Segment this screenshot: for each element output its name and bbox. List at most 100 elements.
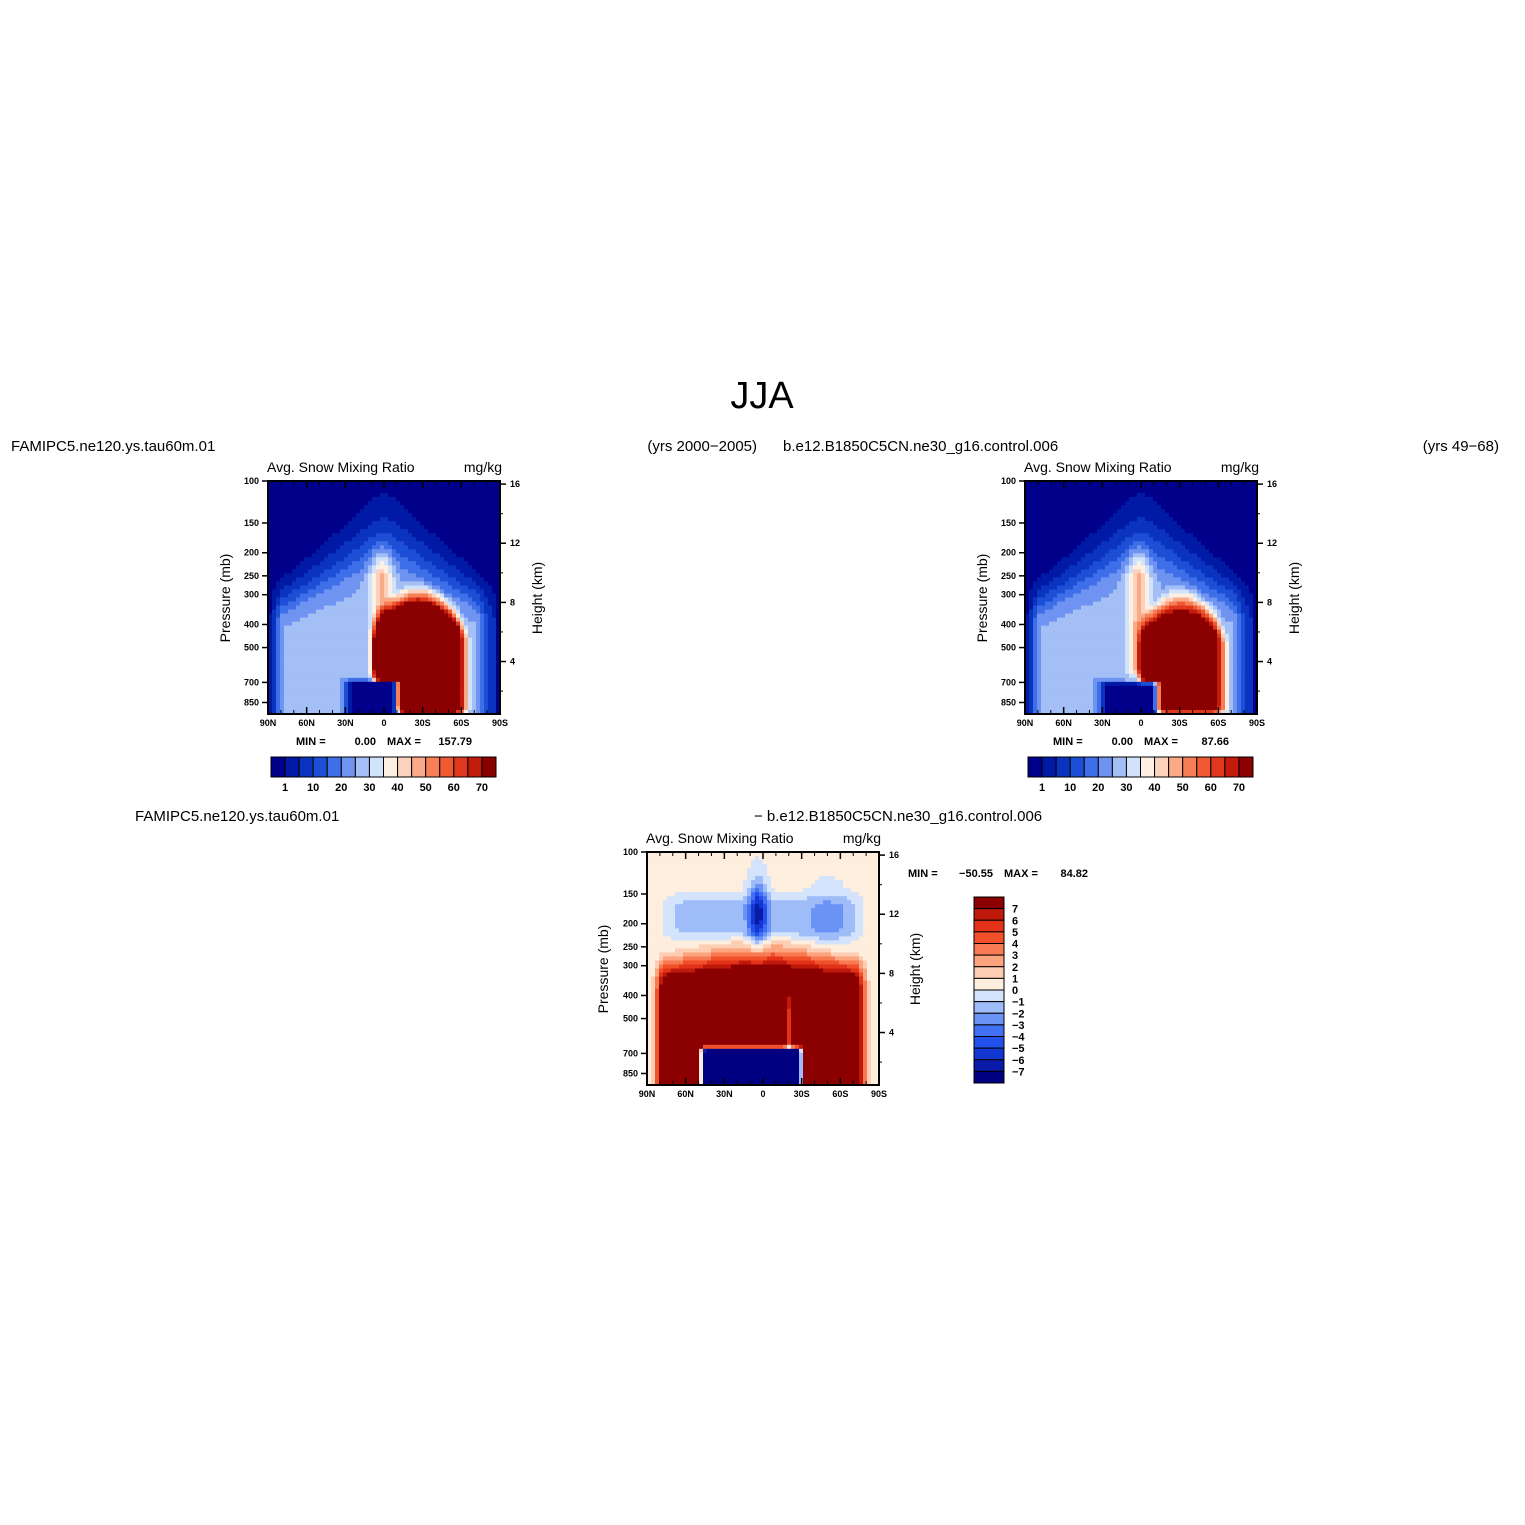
field-cell bbox=[348, 489, 353, 494]
field-cell bbox=[320, 705, 325, 711]
field-cell bbox=[364, 665, 369, 671]
field-cell bbox=[392, 525, 397, 530]
field-cell bbox=[428, 689, 433, 695]
field-cell bbox=[328, 561, 333, 566]
field-cell bbox=[312, 553, 317, 558]
field-cell bbox=[280, 637, 285, 643]
field-cell bbox=[388, 621, 393, 627]
field-cell bbox=[1153, 581, 1158, 587]
field-cell bbox=[412, 513, 417, 518]
field-cell bbox=[484, 629, 489, 635]
field-cell bbox=[1065, 509, 1070, 514]
field-cell bbox=[384, 581, 389, 587]
field-cell bbox=[1077, 493, 1082, 498]
field-cell bbox=[1029, 493, 1034, 498]
field-cell bbox=[356, 641, 361, 647]
field-cell bbox=[320, 693, 325, 699]
field-cell bbox=[1057, 573, 1062, 579]
field-cell bbox=[1185, 513, 1190, 518]
field-cell bbox=[1133, 577, 1138, 583]
field-cell bbox=[1041, 565, 1046, 570]
field-cell bbox=[1209, 493, 1214, 498]
field-cell bbox=[1229, 569, 1234, 574]
field-cell bbox=[312, 525, 317, 530]
field-cell bbox=[1229, 533, 1234, 538]
field-cell bbox=[1129, 509, 1134, 514]
field-cell bbox=[420, 521, 425, 526]
field-cell bbox=[384, 521, 389, 526]
field-cell bbox=[300, 497, 305, 502]
field-cell bbox=[444, 565, 449, 570]
field-cell bbox=[380, 617, 385, 623]
field-cell bbox=[1225, 537, 1230, 542]
field-cell bbox=[304, 669, 309, 675]
field-cell bbox=[364, 485, 369, 490]
field-cell bbox=[428, 509, 433, 514]
field-cell bbox=[492, 485, 497, 490]
field-cell bbox=[1113, 517, 1118, 522]
field-cell bbox=[1201, 541, 1206, 546]
field-cell bbox=[304, 697, 309, 703]
field-cell bbox=[356, 601, 361, 607]
field-cell bbox=[296, 605, 301, 611]
field-cell bbox=[476, 609, 481, 615]
field-cell bbox=[1081, 481, 1086, 486]
field-cell bbox=[1081, 521, 1086, 526]
field-cell bbox=[452, 629, 457, 635]
field-cell bbox=[380, 501, 385, 506]
field-cell bbox=[1133, 509, 1138, 514]
field-cell bbox=[420, 533, 425, 538]
field-cell bbox=[280, 489, 285, 494]
field-cell bbox=[432, 509, 437, 514]
field-cell bbox=[492, 521, 497, 526]
field-cell bbox=[312, 581, 317, 587]
field-cell bbox=[1081, 501, 1086, 506]
field-cell bbox=[460, 701, 465, 707]
field-cell bbox=[428, 545, 433, 550]
field-cell bbox=[288, 621, 293, 627]
field-cell bbox=[440, 517, 445, 522]
field-cell bbox=[300, 621, 305, 627]
field-cell bbox=[412, 533, 417, 538]
field-cell bbox=[356, 637, 361, 643]
field-cell bbox=[392, 553, 397, 558]
field-cell bbox=[452, 493, 457, 498]
field-cell bbox=[376, 597, 381, 603]
field-cell bbox=[1189, 485, 1194, 490]
field-cell bbox=[444, 613, 449, 619]
field-cell bbox=[464, 501, 469, 506]
field-cell bbox=[376, 621, 381, 627]
field-cell bbox=[484, 545, 489, 550]
field-cell bbox=[368, 505, 373, 510]
field-cell bbox=[1197, 497, 1202, 502]
field-cell bbox=[344, 657, 349, 663]
field-cell bbox=[1101, 529, 1106, 534]
field-cell bbox=[272, 601, 277, 607]
field-cell bbox=[404, 569, 409, 574]
field-cell bbox=[288, 689, 293, 695]
field-cell bbox=[492, 585, 497, 591]
field-cell bbox=[292, 633, 297, 639]
field-cell bbox=[320, 645, 325, 651]
field-cell bbox=[368, 565, 373, 570]
field-cell bbox=[492, 605, 497, 611]
field-cell bbox=[424, 557, 429, 562]
field-cell bbox=[360, 497, 365, 502]
field-cell bbox=[388, 577, 393, 583]
field-cell bbox=[1173, 517, 1178, 522]
field-cell bbox=[280, 653, 285, 659]
field-cell bbox=[340, 685, 345, 691]
field-cell bbox=[276, 669, 281, 675]
field-cell bbox=[392, 521, 397, 526]
field-cell bbox=[488, 529, 493, 534]
field-cell bbox=[456, 681, 461, 687]
field-cell bbox=[1221, 489, 1226, 494]
field-cell bbox=[336, 693, 341, 699]
field-cell bbox=[324, 661, 329, 667]
field-cell bbox=[480, 621, 485, 627]
field-cell bbox=[340, 521, 345, 526]
field-cell bbox=[416, 577, 421, 583]
field-cell bbox=[488, 709, 493, 714]
field-cell bbox=[1213, 517, 1218, 522]
field-cell bbox=[460, 545, 465, 550]
